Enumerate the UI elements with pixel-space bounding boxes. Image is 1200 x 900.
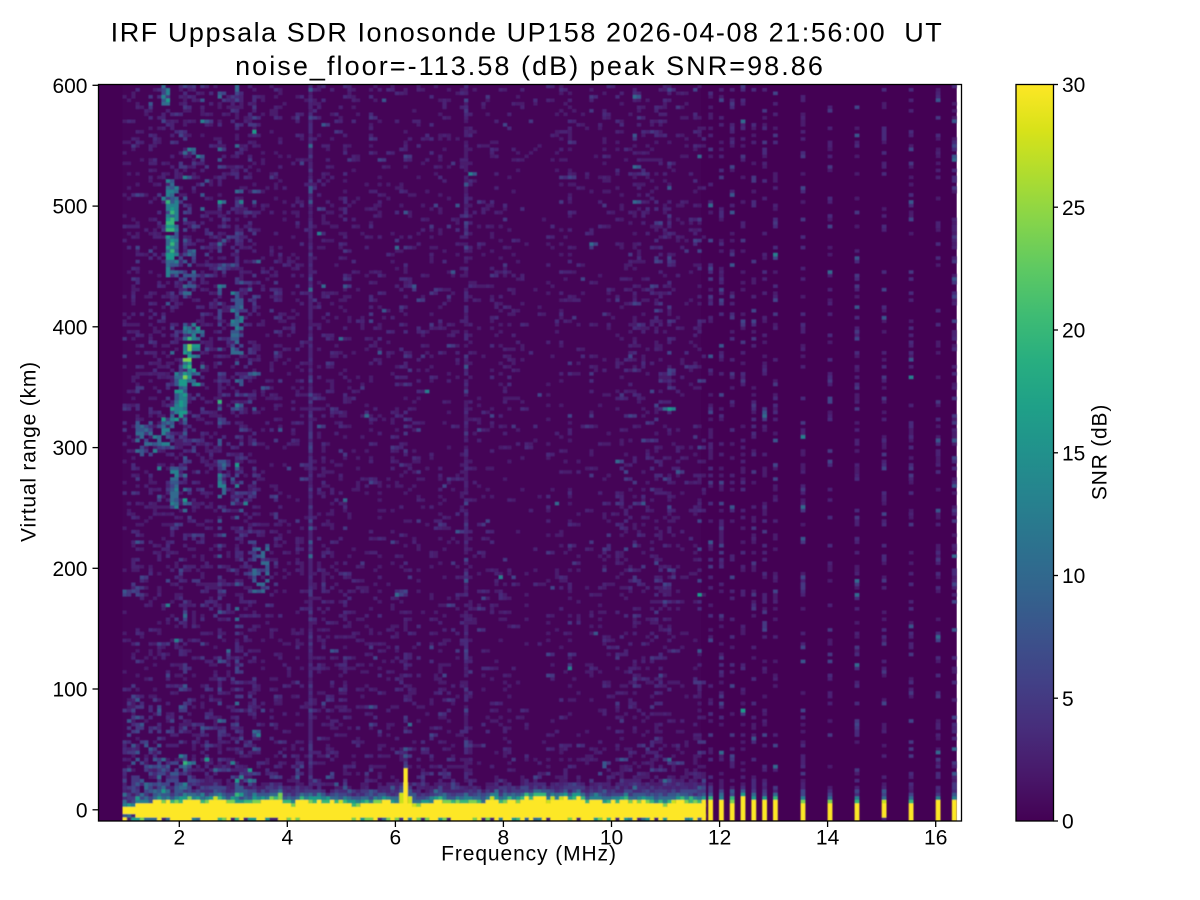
svg-text:Frequency (MHz): Frequency (MHz) xyxy=(441,843,617,866)
svg-text:300: 300 xyxy=(52,437,87,460)
svg-text:Virtual range (km): Virtual range (km) xyxy=(18,361,41,542)
svg-text:200: 200 xyxy=(52,558,87,581)
svg-text:2: 2 xyxy=(173,827,185,850)
svg-text:SNR (dB): SNR (dB) xyxy=(1089,404,1112,500)
svg-text:30: 30 xyxy=(1062,74,1085,97)
svg-text:8: 8 xyxy=(498,827,510,850)
svg-text:4: 4 xyxy=(281,827,293,850)
svg-text:25: 25 xyxy=(1062,197,1085,220)
svg-text:10: 10 xyxy=(600,827,623,850)
svg-text:16: 16 xyxy=(924,827,947,850)
svg-text:5: 5 xyxy=(1062,688,1074,711)
svg-text:0: 0 xyxy=(1062,811,1074,834)
svg-text:noise_floor=-113.58 (dB) peak: noise_floor=-113.58 (dB) peak SNR=98.86 xyxy=(235,51,825,81)
svg-text:20: 20 xyxy=(1062,320,1085,343)
svg-text:12: 12 xyxy=(708,827,731,850)
svg-text:400: 400 xyxy=(52,316,87,339)
svg-text:15: 15 xyxy=(1062,442,1085,465)
svg-text:600: 600 xyxy=(52,75,87,98)
svg-text:IRF Uppsala SDR Ionosonde UP15: IRF Uppsala SDR Ionosonde UP158 2026-04-… xyxy=(111,18,944,48)
svg-text:500: 500 xyxy=(52,196,87,219)
svg-text:14: 14 xyxy=(816,827,840,850)
svg-text:0: 0 xyxy=(76,799,88,822)
svg-text:6: 6 xyxy=(390,827,402,850)
svg-text:10: 10 xyxy=(1062,565,1085,588)
svg-text:100: 100 xyxy=(52,679,87,702)
